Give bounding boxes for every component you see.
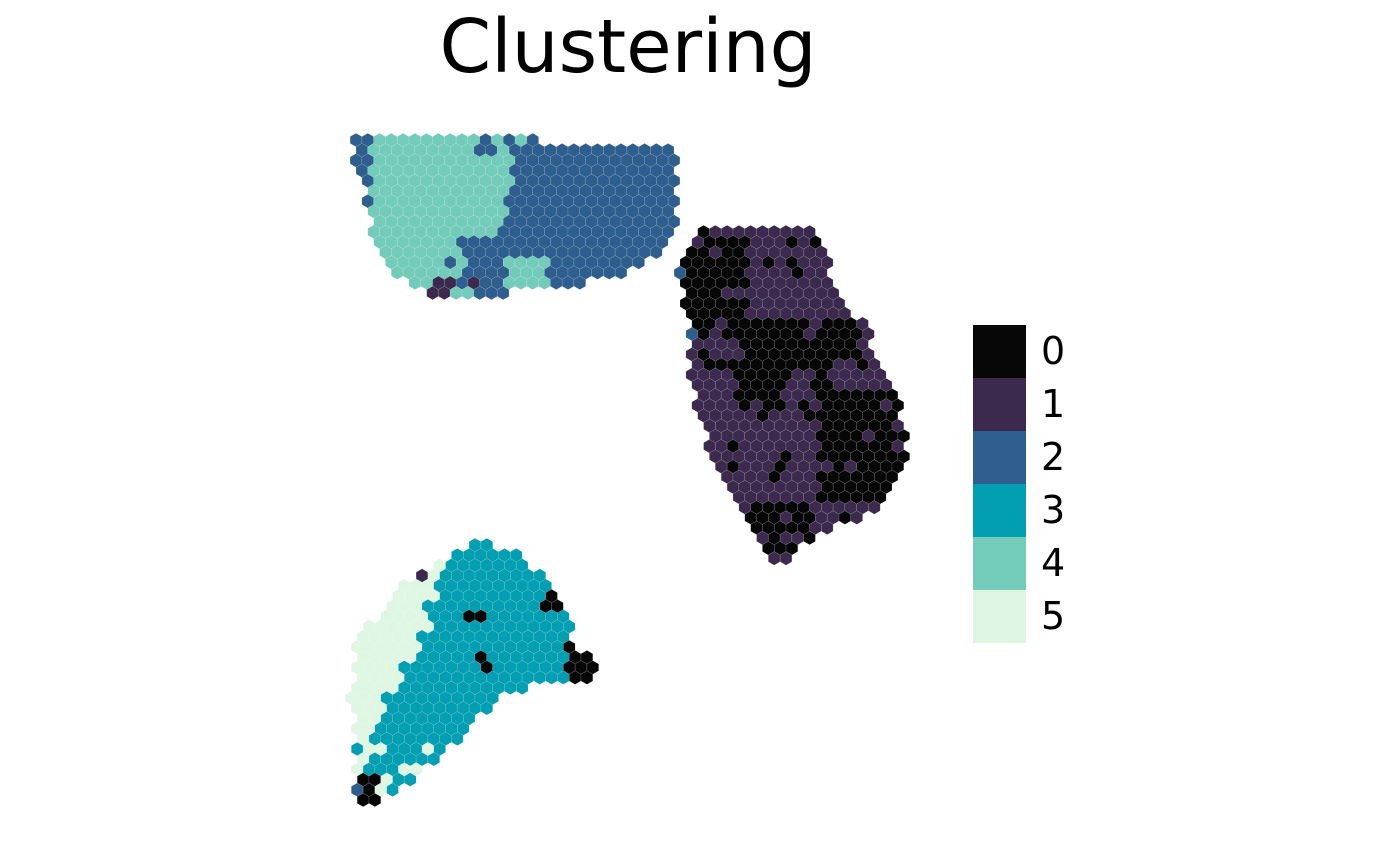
bottom-left-section [345, 537, 599, 808]
legend-swatch-1 [973, 378, 1026, 431]
spot-cluster-3 [386, 782, 399, 797]
spot-cluster-0 [580, 670, 594, 685]
spot-cluster-1 [868, 500, 881, 515]
spot-cluster-3 [480, 701, 493, 716]
legend-item-0: 0 [973, 325, 1093, 378]
spot-cluster-1 [850, 510, 863, 525]
spot-cluster-2 [632, 255, 645, 270]
top-left-section [349, 132, 681, 301]
spot-cluster-2 [650, 245, 663, 260]
spot-cluster-3 [404, 772, 417, 787]
spatial-plot [345, 132, 910, 808]
spot-cluster-0 [368, 792, 382, 808]
legend: 0 1 2 3 4 5 [973, 325, 1093, 643]
legend-swatch-0 [973, 325, 1026, 378]
chart-title: Clustering [439, 4, 817, 90]
spot-cluster-3 [451, 731, 464, 746]
legend-label-3: 3 [1041, 488, 1066, 532]
legend-item-1: 1 [973, 378, 1093, 431]
spot-cluster-2 [614, 265, 628, 280]
legend-item-3: 3 [973, 484, 1093, 537]
spot-cluster-1 [821, 520, 834, 535]
legend-label-4: 4 [1041, 541, 1066, 585]
legend-swatch-3 [973, 484, 1026, 537]
legend-label-2: 2 [1041, 435, 1066, 479]
spot-cluster-2 [497, 285, 510, 301]
legend-swatch-4 [973, 537, 1026, 590]
right-section [673, 224, 910, 566]
legend-label-1: 1 [1041, 382, 1066, 426]
legend-item-5: 5 [973, 590, 1093, 643]
legend-item-4: 4 [973, 537, 1093, 590]
spot-cluster-3 [515, 680, 529, 695]
spot-cluster-2 [573, 275, 586, 290]
spot-cluster-3 [427, 752, 440, 767]
legend-label-0: 0 [1041, 329, 1066, 373]
legend-swatch-2 [973, 431, 1026, 484]
spot-cluster-0 [803, 530, 816, 546]
legend-label-5: 5 [1041, 594, 1066, 638]
spot-cluster-1 [779, 551, 793, 566]
legend-item-2: 2 [973, 431, 1093, 484]
legend-swatch-5 [973, 590, 1026, 643]
